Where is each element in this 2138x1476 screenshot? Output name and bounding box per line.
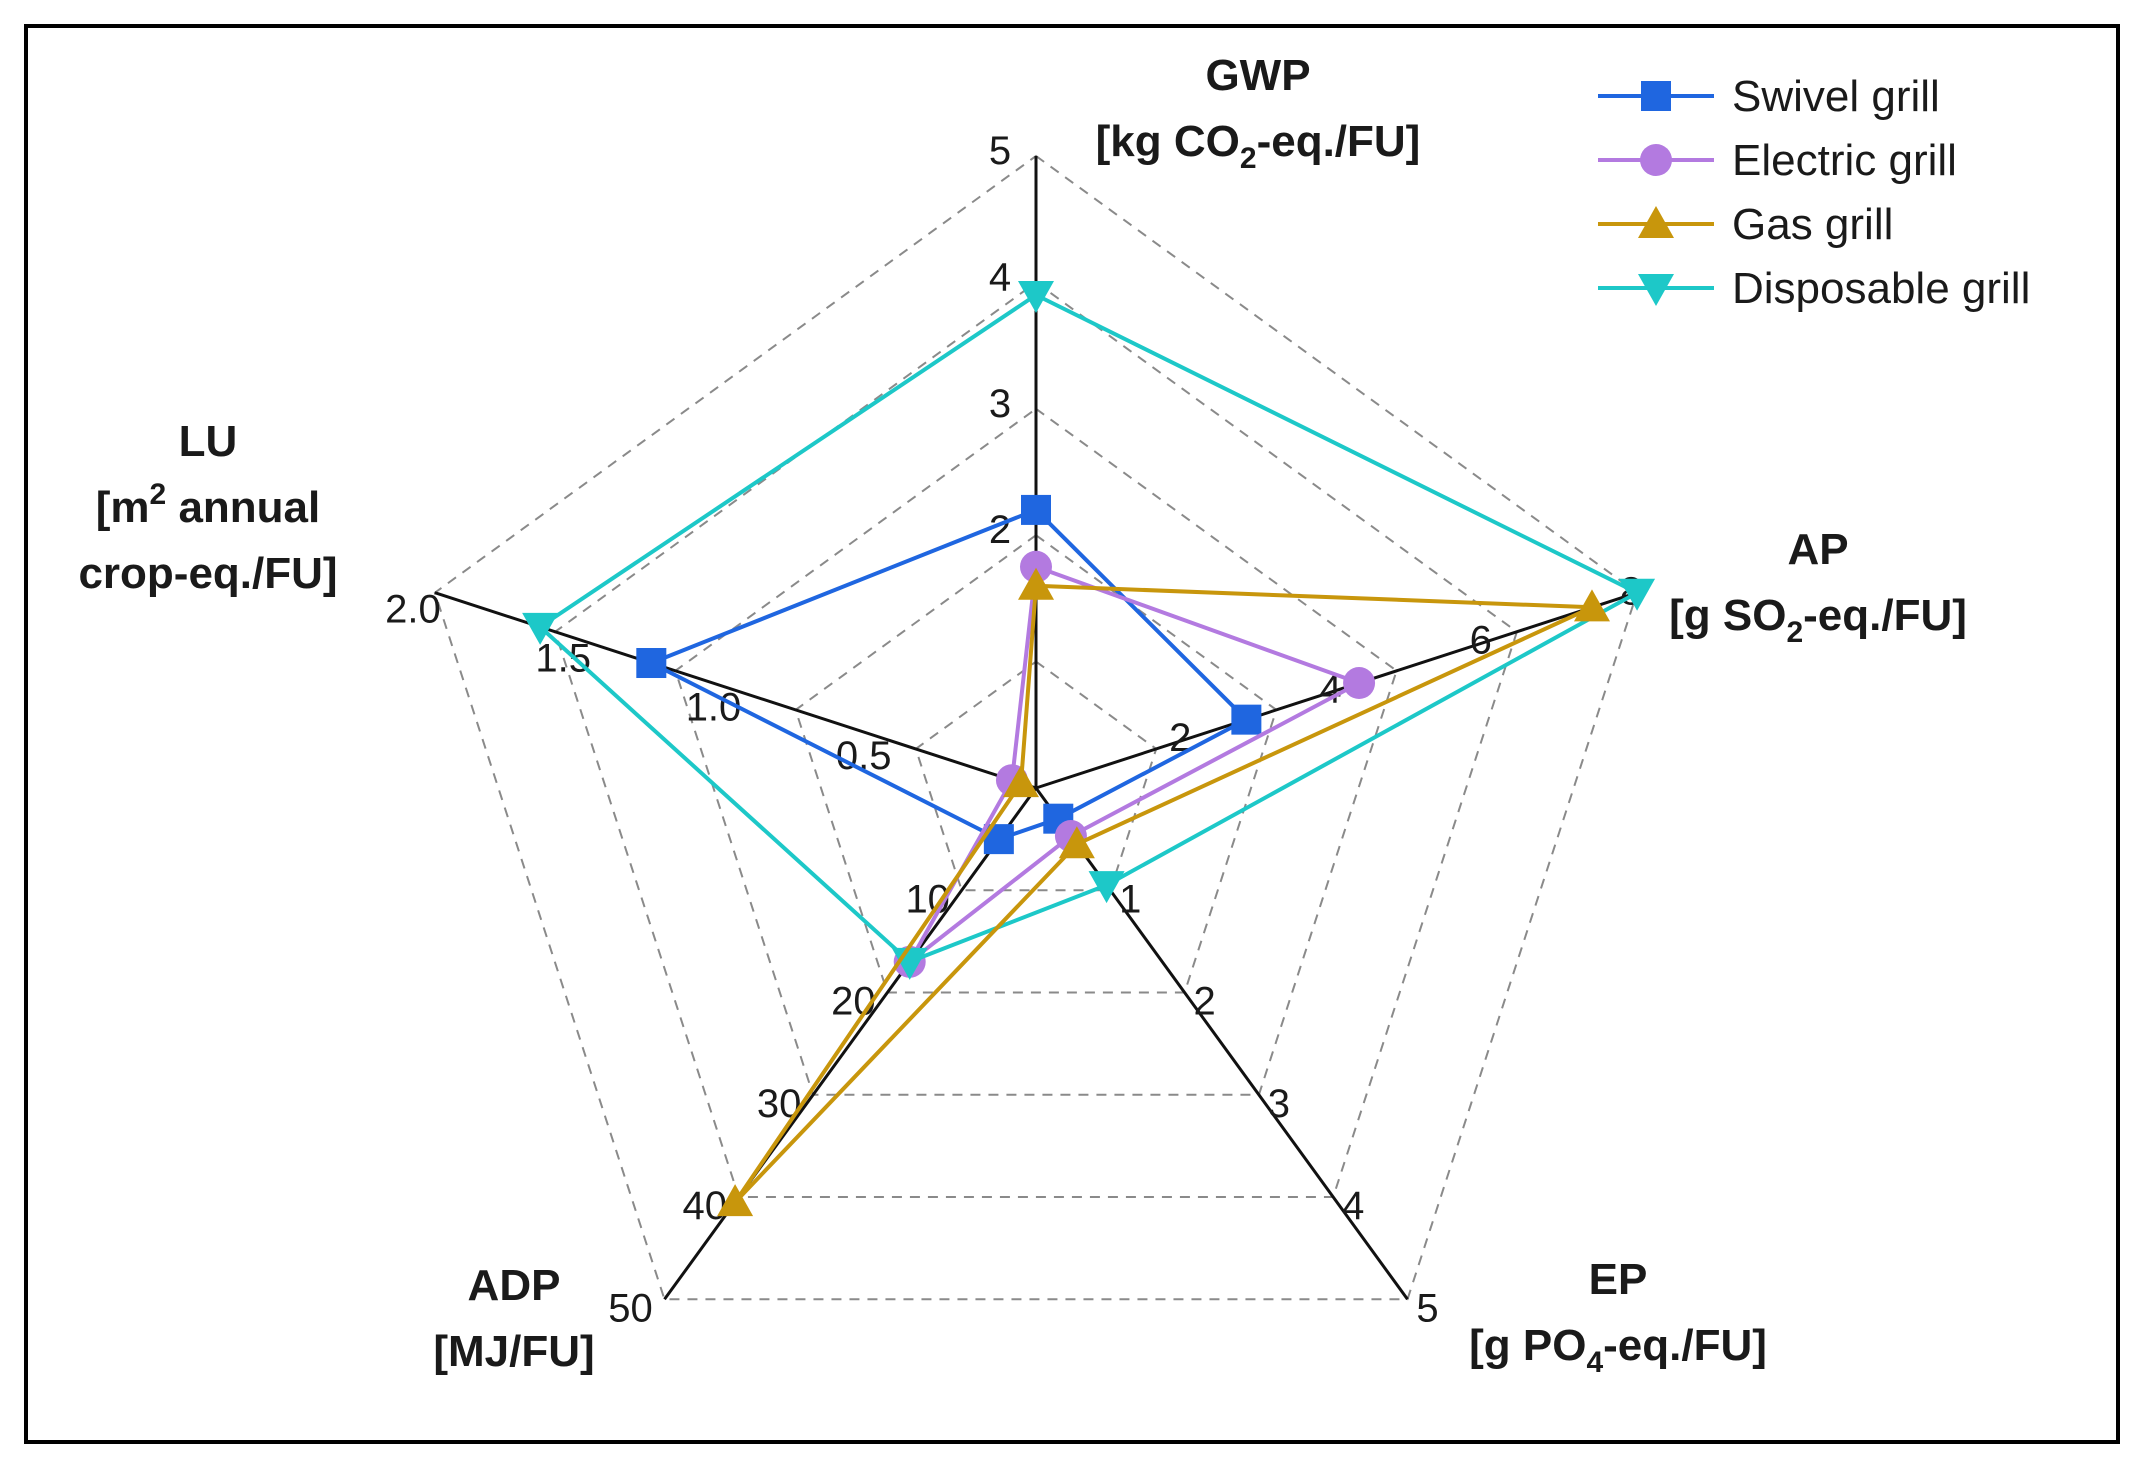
- grid-ring-2: [794, 533, 1278, 994]
- axis-title-gwp-line-0: GWP: [1205, 51, 1310, 100]
- data-point-disposable-grill-adp: [891, 947, 928, 980]
- tick-label-adp-4: 50: [608, 1286, 653, 1330]
- tick-label-adp-2: 30: [757, 1082, 802, 1126]
- tick-label-ep-3: 4: [1342, 1184, 1364, 1228]
- legend-label-swivel-grill: Swivel grill: [1732, 72, 1940, 121]
- tick-label-gwp-1: 3: [989, 382, 1011, 426]
- axis-title-gwp: GWP [kg CO2-eq./FU]: [1096, 51, 1421, 175]
- data-point-swivel-grill-gwp: [1021, 494, 1051, 525]
- data-point-gas-grill-lu: [1002, 765, 1039, 798]
- tick-label-ep-1: 2: [1193, 980, 1215, 1024]
- tick-label-gwp-3: 5: [989, 129, 1011, 173]
- tick-label-ep-2: 3: [1268, 1082, 1290, 1126]
- data-point-electric-grill-gwp: [1020, 550, 1052, 583]
- axis-title-adp-line-0: ADP: [468, 1261, 561, 1310]
- legend-marker-disposable-grill: [1638, 274, 1674, 306]
- data-point-disposable-grill-gwp: [1018, 281, 1054, 314]
- tick-label-adp-3: 40: [683, 1184, 728, 1228]
- grid-ring-1: [914, 660, 1158, 892]
- legend-marker-gas-grill: [1638, 206, 1674, 238]
- tick-label-lu-2: 1.5: [535, 637, 591, 681]
- axis-title-ap: AP [g SO2-eq./FU]: [1669, 525, 1967, 649]
- data-point-swivel-grill-lu: [636, 648, 667, 679]
- tick-label-lu-1: 1.0: [686, 685, 742, 729]
- chart-frame: 234524681234510203040500.51.01.52.0GWP[k…: [24, 24, 2120, 1444]
- series-line-swivel-grill: [649, 507, 1249, 842]
- legend-label-gas-grill: Gas grill: [1732, 200, 1893, 249]
- tick-label-ap-0: 2: [1169, 716, 1191, 760]
- axis-ap: [1035, 591, 1638, 790]
- axis-title-gwp-line-1: [kg CO2-eq./FU]: [1096, 117, 1421, 175]
- grid-ring-3: [674, 407, 1398, 1096]
- axis-title-ep: EP [g PO4-eq./FU]: [1469, 1255, 1767, 1379]
- data-point-swivel-grill-ap: [1231, 704, 1262, 735]
- data-point-gas-grill-ap: [1573, 589, 1610, 622]
- tick-label-ep-4: 5: [1416, 1286, 1438, 1330]
- series-line-electric-grill: [907, 564, 1362, 964]
- data-point-disposable-grill-ap: [1619, 578, 1656, 611]
- axis-title-lu-line-0: LU: [179, 417, 238, 466]
- data-point-gas-grill-gwp: [1018, 567, 1054, 600]
- axis-title-ep-line-1: [g PO4-eq./FU]: [1469, 1321, 1767, 1379]
- axis-title-lu: LU [m2 annual crop-eq./FU]: [78, 417, 337, 598]
- legend-label-electric-grill: Electric grill: [1732, 136, 1957, 185]
- axis-title-lu-line-1: [m2 annual: [96, 478, 321, 532]
- data-point-gas-grill-ep: [1058, 826, 1095, 859]
- grid-ring-5: [433, 154, 1639, 1301]
- tick-label-adp-1: 20: [831, 980, 876, 1024]
- data-point-gas-grill-adp: [717, 1184, 754, 1217]
- radar-chart: 234524681234510203040500.51.01.52.0GWP[k…: [78, 51, 2030, 1379]
- tick-label-ap-2: 6: [1470, 619, 1492, 663]
- legend-label-disposable-grill: Disposable grill: [1732, 264, 2030, 313]
- data-point-disposable-grill-lu: [522, 612, 559, 645]
- grid-ring-4: [553, 281, 1519, 1198]
- legend: Swivel grill Electric grill Gas grill Dispo…: [1598, 72, 2030, 313]
- axis-title-ep-line-0: EP: [1589, 1255, 1648, 1304]
- series-disposable-grill: [522, 281, 1656, 980]
- series-line-gas-grill: [733, 583, 1594, 1205]
- tick-label-gwp-0: 2: [989, 508, 1011, 552]
- axis-title-ap-line-0: AP: [1787, 525, 1848, 574]
- axis-title-adp-line-1: [MJ/FU]: [433, 1327, 594, 1376]
- series-line-disposable-grill: [538, 293, 1640, 964]
- axis-title-lu-line-2: crop-eq./FU]: [78, 549, 337, 598]
- data-point-disposable-grill-ep: [1088, 871, 1125, 904]
- data-point-electric-grill-ap: [1343, 667, 1376, 700]
- axis-title-ap-line-1: [g SO2-eq./FU]: [1669, 591, 1967, 649]
- series-gas-grill: [717, 567, 1610, 1217]
- tick-label-ep-0: 1: [1119, 877, 1141, 921]
- tick-label-lu-3: 2.0: [385, 588, 441, 632]
- grid: [433, 154, 1639, 1301]
- axis-title-adp: ADP [MJ/FU]: [433, 1261, 594, 1376]
- legend-marker-electric-grill: [1640, 144, 1672, 176]
- axes: [434, 156, 1638, 1301]
- legend-marker-swivel-grill: [1641, 81, 1671, 111]
- tick-label-gwp-2: 4: [989, 255, 1011, 299]
